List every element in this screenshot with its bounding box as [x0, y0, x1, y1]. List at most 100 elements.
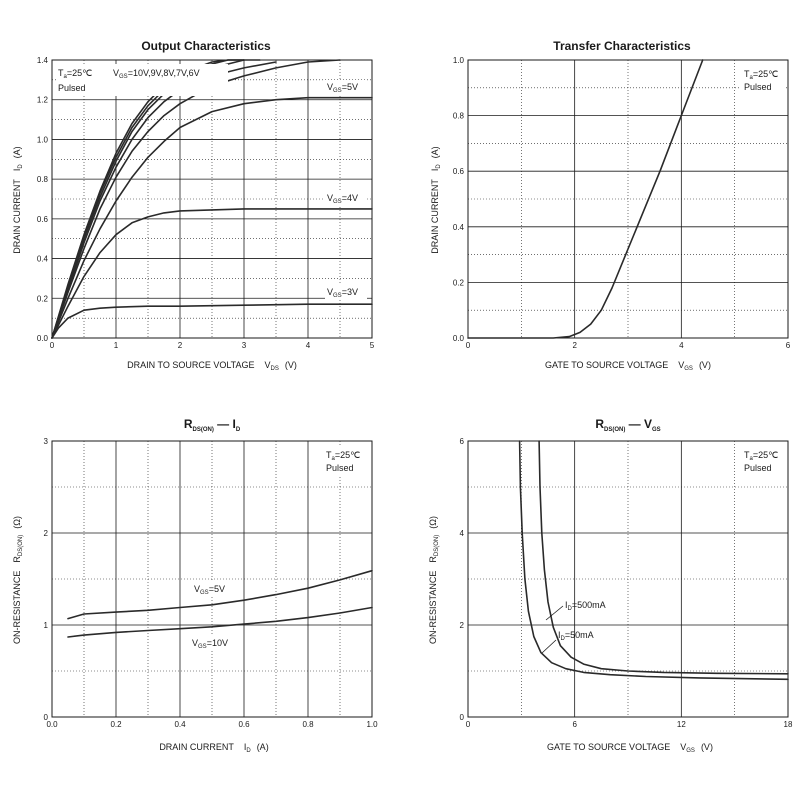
x-tick-label: 1: [114, 341, 119, 350]
annotation-backdrop: [322, 447, 368, 475]
x-axis-label: GATE TO SOURCE VOLTAGE VGS (V): [545, 360, 711, 372]
x-tick-label: 0: [50, 341, 55, 350]
y-tick-label: 1.0: [37, 135, 49, 144]
x-tick-label: 6: [572, 720, 577, 729]
series-curve: [51, 303, 373, 339]
annotation-backdrop: [740, 447, 786, 475]
annotation-id-50ma: ID=50mA: [558, 630, 594, 642]
y-tick-label: 0.2: [37, 294, 49, 303]
y-axis-label: ON-RESISTANCERDS(ON)(Ω): [12, 516, 24, 644]
x-tick-label: 0.0: [46, 720, 58, 729]
series-curve: [67, 606, 373, 638]
y-tick-label: 0.4: [37, 255, 49, 264]
chart-title: RDS(ON) — VGS: [595, 417, 660, 433]
chart-output-characteristics: Output Characteristics 0 1 2 3 4 5 0.0 0.2 0.4 0…: [12, 39, 375, 372]
series-curve: [67, 569, 373, 620]
annotation-id-500ma: ID=500mA: [565, 600, 606, 612]
annotation-pulsed: Pulsed: [744, 463, 772, 473]
y-tick-label: 1.4: [37, 56, 49, 65]
x-tick-label: 0.8: [302, 720, 314, 729]
x-tick-label: 5: [370, 341, 375, 350]
plot-frame: [51, 440, 373, 718]
x-tick-label: 2: [178, 341, 183, 350]
annotation-temperature: Ta=25℃: [58, 68, 92, 80]
x-tick-label: 0: [466, 341, 471, 350]
y-tick-label: 3: [44, 437, 49, 446]
y-tick-label: 0.0: [37, 334, 49, 343]
x-tick-label: 1.0: [366, 720, 378, 729]
annotation-pulsed: Pulsed: [58, 83, 86, 93]
x-axis-label: GATE TO SOURCE VOLTAGE VGS (V): [547, 742, 713, 754]
y-tick-label: 2: [44, 529, 49, 538]
series-curve: [467, 59, 704, 339]
annotation-temperature: Ta=25℃: [326, 450, 360, 462]
y-tick-label: 0.6: [453, 167, 465, 176]
y-tick-label: 0: [44, 713, 49, 722]
plot-frame: [467, 59, 789, 339]
y-tick-label: 4: [460, 529, 465, 538]
x-tick-label: 0.4: [174, 720, 186, 729]
x-tick-label: 2: [572, 341, 577, 350]
annotation-backdrop: [190, 636, 236, 650]
chart-transfer-characteristics: Transfer Characteristics 0 2 4 6 0.0 0.2 0.4 0…: [430, 39, 791, 372]
chart-rdson-vs-id: RDS(ON) — ID 0.0 0.2 0.4 0.6 0.8 1.0 0 1 2 3 DRA…: [12, 417, 378, 754]
y-tick-label: 1: [44, 621, 49, 630]
y-tick-label: 0.4: [453, 223, 465, 232]
series-curve: [51, 208, 373, 339]
annotation-backdrop: [192, 582, 234, 596]
series-curve: [538, 440, 789, 675]
y-tick-label: 0.6: [37, 215, 49, 224]
x-tick-label: 6: [786, 341, 791, 350]
plot-frame: [467, 440, 789, 718]
y-tick-label: 0.2: [453, 278, 465, 287]
x-axis-label: DRAIN CURRENT ID (A): [159, 742, 268, 754]
series-curve: [51, 59, 261, 339]
series-curve: [51, 96, 373, 339]
x-tick-label: 4: [679, 341, 684, 350]
x-tick-label: 0.6: [238, 720, 250, 729]
annotation-backdrop: [56, 64, 228, 96]
y-tick-label: 0.0: [453, 334, 465, 343]
annotation-leader: [541, 639, 557, 654]
chart-rdson-vs-vgs: RDS(ON) — VGS 0 6 12 18 0 2 4 6 GATE TO SOURCE…: [428, 417, 793, 754]
chart-title: Output Characteristics: [141, 39, 271, 53]
annotation-pulsed: Pulsed: [744, 82, 772, 92]
annotation-vgs-5v: VGS=5V: [194, 584, 225, 596]
y-tick-label: 0: [460, 713, 465, 722]
annotation-backdrop: [325, 80, 367, 94]
annotation-vgs-10v: VGS=10V: [192, 638, 228, 650]
annotation-vgs-4v: VGS=4V: [327, 193, 358, 205]
x-tick-label: 18: [784, 720, 793, 729]
x-tick-label: 12: [677, 720, 686, 729]
x-tick-label: 3: [242, 341, 247, 350]
x-tick-label: 0.2: [110, 720, 122, 729]
y-tick-label: 1.0: [453, 56, 465, 65]
y-tick-label: 2: [460, 621, 465, 630]
series-curve: [518, 440, 789, 681]
y-axis-label: DRAIN CURRENTID(A): [430, 146, 442, 253]
y-tick-label: 0.8: [37, 175, 49, 184]
annotation-backdrop: [325, 285, 367, 299]
annotation-vgs-5v: VGS=5V: [327, 82, 358, 94]
annotation-vgs-high: VGS=10V,9V,8V,7V,6V: [113, 68, 200, 80]
chart-title: Transfer Characteristics: [553, 39, 691, 53]
annotation-temperature: Ta=25℃: [744, 450, 778, 462]
y-tick-label: 6: [460, 437, 465, 446]
x-tick-label: 0: [466, 720, 471, 729]
annotation-temperature: Ta=25℃: [744, 69, 778, 81]
annotation-vgs-3v: VGS=3V: [327, 287, 358, 299]
annotation-backdrop: [740, 66, 786, 94]
y-tick-label: 0.8: [453, 112, 465, 121]
series-curve: [51, 59, 341, 339]
chart-title: RDS(ON) — ID: [184, 417, 241, 433]
y-axis-label: ON-RESISTANCERDS(ON)(Ω): [428, 516, 440, 644]
y-tick-label: 1.2: [37, 96, 49, 105]
annotation-pulsed: Pulsed: [326, 463, 354, 473]
x-axis-label: DRAIN TO SOURCE VOLTAGE VDS (V): [127, 360, 297, 372]
annotation-backdrop: [325, 191, 367, 205]
plot-frame: [51, 59, 373, 339]
annotation-leader: [545, 605, 564, 621]
y-axis-label: DRAIN CURRENTID(A): [12, 146, 24, 253]
x-tick-label: 4: [306, 341, 311, 350]
